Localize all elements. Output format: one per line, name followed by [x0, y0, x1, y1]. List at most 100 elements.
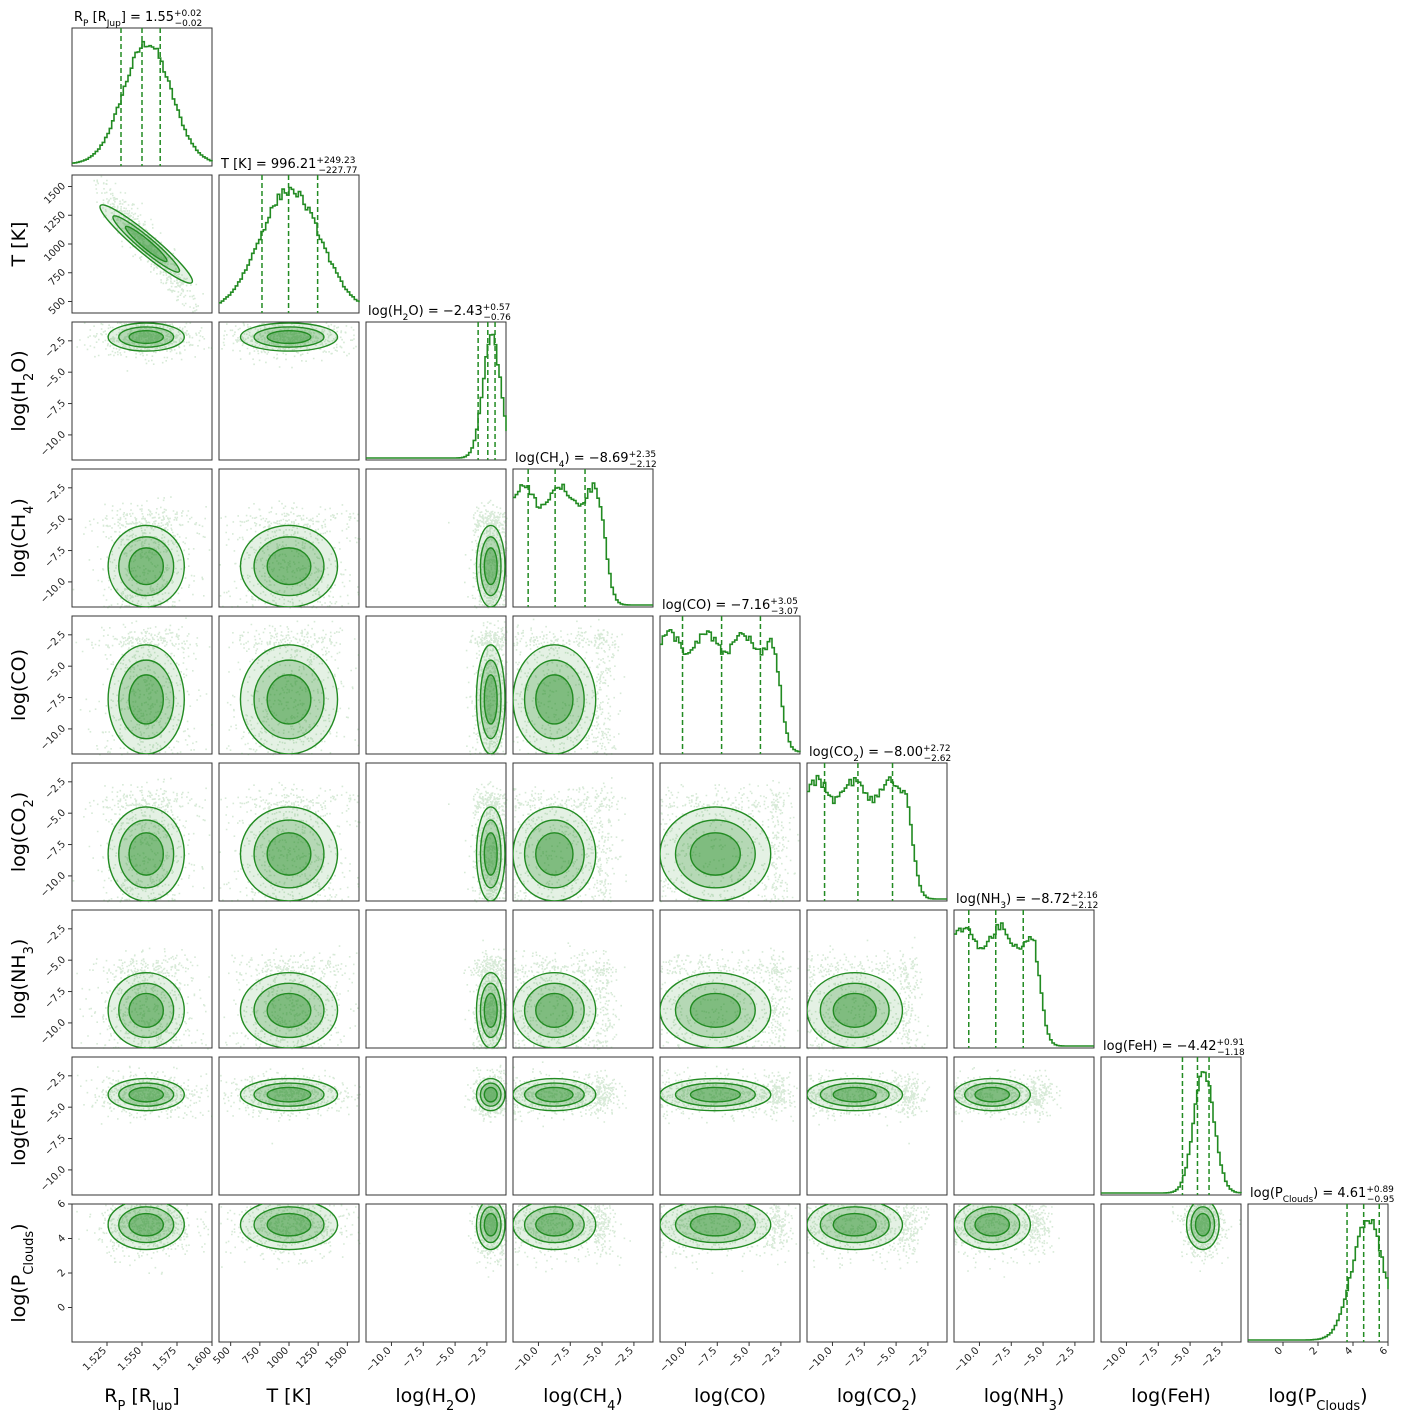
y-tick-label: −10.0: [39, 723, 68, 752]
axis-label-t: T [K]: [266, 1385, 312, 1407]
contour-line: [1194, 1212, 1211, 1237]
x-tick-label: −2.5: [464, 1345, 489, 1370]
panel-frame: [512, 909, 654, 1049]
y-tick-label: −2.5: [43, 629, 68, 654]
contour-fill: [267, 1213, 311, 1236]
contour-line: [128, 1212, 165, 1237]
contour-fill: [484, 993, 498, 1028]
contour-fill: [254, 536, 324, 596]
contour-line: [118, 982, 175, 1039]
contour-fill: [675, 1206, 756, 1243]
contour-fill: [118, 1083, 174, 1107]
contour-line: [660, 806, 772, 901]
scatter-panel-ch4-nh3: [512, 909, 654, 1050]
contour-line: [239, 644, 339, 754]
x-tick-label: 750: [241, 1345, 262, 1366]
contours: [239, 1077, 339, 1112]
histogram-pclouds: [1248, 1219, 1389, 1341]
contours: [807, 1204, 904, 1251]
panel-frame: [365, 615, 507, 755]
panel-frame: [512, 468, 654, 608]
hist-panel-rp: RP [RJup] = 1.55+0.02 −0.02: [71, 9, 213, 167]
x-tick-label: −5.0: [1167, 1345, 1192, 1370]
x-tick-label: −10.0: [364, 1345, 393, 1374]
contour-line: [954, 1204, 1032, 1251]
x-tick-label: −10.0: [658, 1345, 687, 1374]
y-tick-label: 750: [47, 267, 68, 288]
contour-line: [107, 1204, 185, 1251]
scatter-panel-ch4-pclouds: −10.0 −7.5 −5.0 −2.5: [511, 1203, 654, 1375]
contour-line: [832, 1212, 877, 1237]
contour-line: [475, 1077, 506, 1112]
scatter-points: [1171, 1204, 1241, 1272]
contour-fill: [484, 832, 498, 876]
contour-line: [689, 1212, 741, 1237]
axis-label-pclouds: log(PClouds): [8, 1223, 37, 1322]
contour-fill: [480, 1083, 501, 1107]
y-tick-label: −10.0: [39, 576, 68, 605]
x-tick-label: −7.5: [1135, 1345, 1160, 1370]
x-tick-label: 1000: [265, 1345, 291, 1371]
scatter-panel-rp-co2: −10.0 −7.5 −5.0 −2.5: [39, 762, 213, 903]
scatter-points: [513, 777, 627, 903]
contours: [107, 1204, 185, 1251]
x-tick-label: −5.0: [432, 1345, 457, 1370]
x-tick-label: 500: [212, 1345, 233, 1366]
contour-fill: [129, 1213, 164, 1236]
contour-line: [118, 659, 175, 740]
histogram-ch4: [513, 482, 653, 606]
contour-line: [479, 536, 502, 597]
panel-frame: [1100, 1056, 1242, 1196]
contour-line: [128, 992, 165, 1029]
y-tick-label: −7.5: [43, 839, 68, 864]
scatter-points: [448, 781, 508, 903]
contour-line: [819, 1206, 890, 1244]
axis-label-co2: log(CO2): [8, 792, 37, 872]
contours: [660, 1077, 772, 1112]
x-tick-label: 1.525: [81, 1345, 109, 1373]
contour-line: [475, 524, 506, 607]
contour-fill: [535, 1087, 573, 1102]
contour-line: [483, 547, 498, 586]
contour-line: [689, 992, 741, 1029]
contour-line: [266, 992, 312, 1029]
contour-line: [819, 1082, 890, 1107]
contour-fill: [964, 1206, 1020, 1243]
scatter-panel-nh3-pclouds: −10.0 −7.5 −5.0 −2.5: [952, 1203, 1095, 1375]
contour-fill: [690, 1213, 741, 1236]
contour-line: [107, 972, 185, 1048]
panel-frame: [659, 762, 801, 902]
y-tick-label: −7.5: [43, 1133, 68, 1158]
scatter-panel-ch4-co2: [512, 762, 654, 903]
scatter-panel-h2o-pclouds: −10.0 −7.5 −5.0 −2.5: [364, 1203, 508, 1375]
scatter-points: [954, 1067, 1062, 1123]
contour-line: [266, 674, 312, 725]
y-tick-label: 2: [56, 1267, 68, 1279]
contour-fill: [125, 226, 167, 262]
contour-line: [118, 1082, 175, 1107]
scatter-points: [465, 620, 508, 756]
contour-line: [239, 1204, 339, 1251]
contour-line: [239, 1077, 339, 1112]
contour-fill: [1191, 1206, 1215, 1243]
contour-fill: [112, 215, 180, 273]
contour-line: [660, 1204, 772, 1251]
x-tick-label: −7.5: [694, 1345, 719, 1370]
panel-frame: [71, 174, 213, 314]
contours: [954, 1077, 1032, 1112]
contour-line: [807, 972, 904, 1048]
contour-line: [963, 1206, 1021, 1244]
contours: [107, 524, 185, 607]
scatter-panel-t-feh: [218, 1056, 361, 1196]
x-tick-label: −5.0: [726, 1345, 751, 1370]
x-tick-label: 6: [1378, 1345, 1390, 1357]
contour-line: [483, 674, 498, 725]
contour-fill: [524, 983, 585, 1038]
contour-line: [479, 659, 502, 740]
scatter-panel-h2o-nh3: [365, 909, 508, 1050]
contours: [239, 322, 339, 352]
scatter-panel-rp-h2o: −10.0 −7.5 −5.0 −2.5: [39, 321, 213, 461]
scatter-panel-t-ch4: [218, 468, 361, 609]
